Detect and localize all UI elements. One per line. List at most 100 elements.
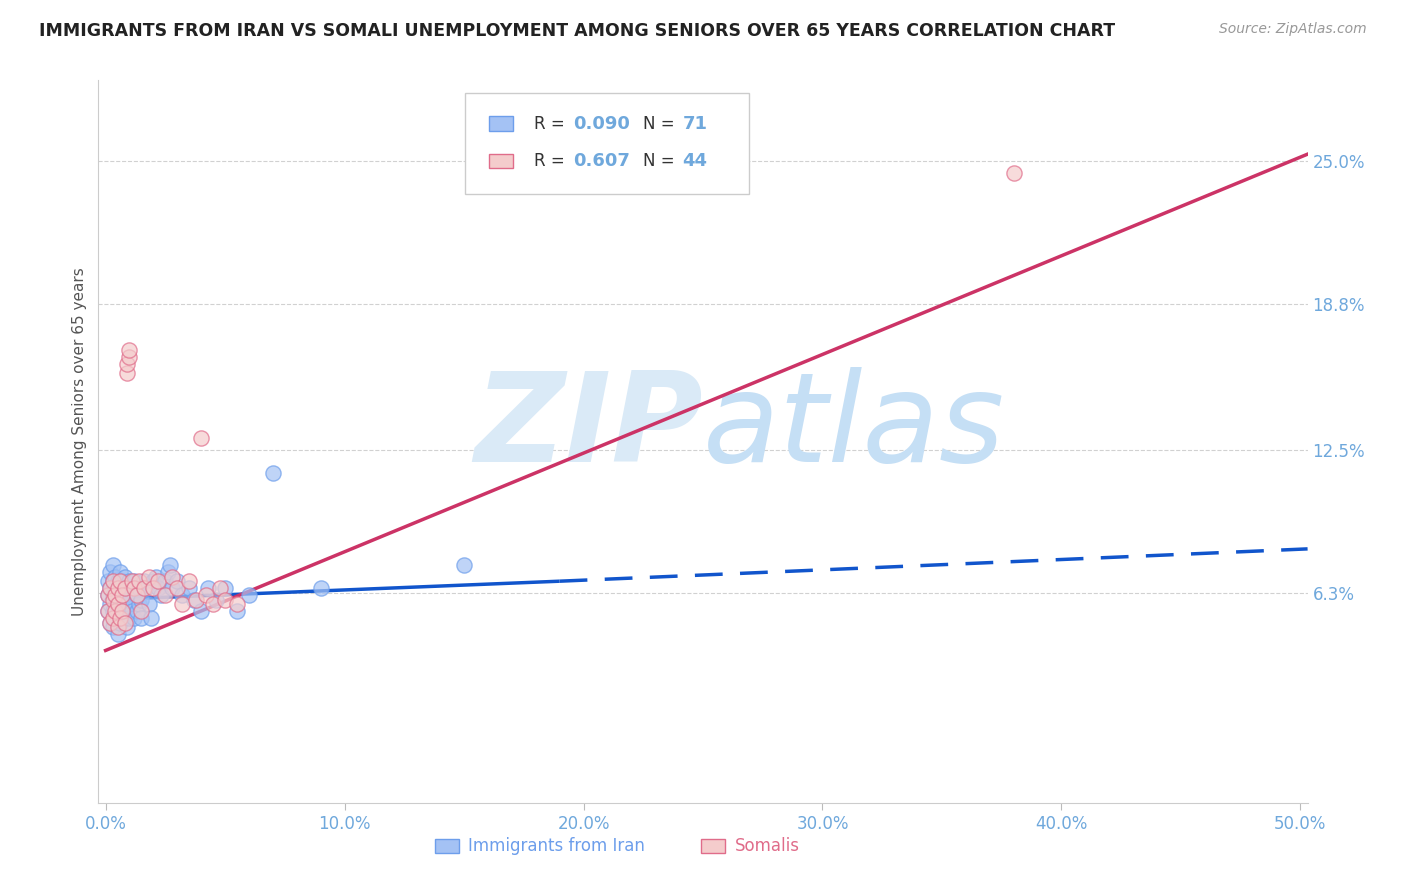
Point xyxy=(111,588,134,602)
Point xyxy=(132,581,155,595)
Point xyxy=(111,574,134,589)
Point xyxy=(104,588,127,602)
Point xyxy=(97,604,120,618)
Point xyxy=(115,367,138,381)
Point xyxy=(122,574,145,589)
Point xyxy=(111,611,134,625)
Point xyxy=(194,588,217,602)
Point xyxy=(118,574,141,589)
Point xyxy=(107,620,129,634)
Point xyxy=(115,581,138,595)
Text: IMMIGRANTS FROM IRAN VS SOMALI UNEMPLOYMENT AMONG SENIORS OVER 65 YEARS CORRELAT: IMMIGRANTS FROM IRAN VS SOMALI UNEMPLOYM… xyxy=(39,22,1115,40)
Point xyxy=(107,581,129,595)
Point xyxy=(146,574,169,589)
Point xyxy=(122,581,145,595)
Point xyxy=(186,592,208,607)
Point xyxy=(125,604,148,618)
Point xyxy=(115,620,138,634)
Point xyxy=(115,357,138,371)
Text: R =: R = xyxy=(534,153,569,170)
FancyBboxPatch shape xyxy=(700,838,724,854)
Point xyxy=(98,597,121,611)
FancyBboxPatch shape xyxy=(489,117,513,131)
Point xyxy=(118,343,141,358)
Text: Immigrants from Iran: Immigrants from Iran xyxy=(468,838,645,855)
Point xyxy=(125,588,148,602)
Point xyxy=(108,615,131,630)
Point xyxy=(139,611,162,625)
Point xyxy=(114,604,136,618)
Point xyxy=(101,574,124,589)
Y-axis label: Unemployment Among Seniors over 65 years: Unemployment Among Seniors over 65 years xyxy=(72,268,87,615)
Point xyxy=(135,581,157,595)
Text: N =: N = xyxy=(643,153,679,170)
Point xyxy=(98,581,121,595)
Point xyxy=(190,431,212,445)
Text: 71: 71 xyxy=(682,115,707,133)
Point xyxy=(107,588,129,602)
Point xyxy=(121,574,143,589)
Point xyxy=(118,592,141,607)
Point xyxy=(107,604,129,618)
Text: ZIP: ZIP xyxy=(474,367,703,488)
Point xyxy=(138,597,160,611)
Point xyxy=(197,581,219,595)
Point xyxy=(128,581,150,595)
Point xyxy=(145,569,167,583)
Point xyxy=(97,604,120,618)
Point xyxy=(1002,166,1025,180)
Point xyxy=(131,611,153,625)
Point xyxy=(108,565,131,579)
Point xyxy=(166,574,188,589)
Text: N =: N = xyxy=(643,115,679,133)
Point xyxy=(209,581,232,595)
Point xyxy=(98,581,121,595)
Text: 0.090: 0.090 xyxy=(574,115,630,133)
Point xyxy=(115,597,138,611)
Point xyxy=(107,574,129,589)
Point xyxy=(121,581,143,595)
Point xyxy=(155,588,177,602)
Point xyxy=(98,565,121,579)
Point xyxy=(104,581,127,595)
Point xyxy=(170,588,193,602)
Point xyxy=(98,615,121,630)
Point xyxy=(114,615,136,630)
Point xyxy=(128,574,150,589)
Point xyxy=(131,604,153,618)
Point xyxy=(107,597,129,611)
Point xyxy=(101,588,124,602)
Point xyxy=(107,627,129,641)
Point xyxy=(179,581,201,595)
Text: Source: ZipAtlas.com: Source: ZipAtlas.com xyxy=(1219,22,1367,37)
Point xyxy=(114,588,136,602)
Point xyxy=(108,597,131,611)
Point xyxy=(179,574,201,589)
Point xyxy=(125,588,148,602)
Point xyxy=(108,574,131,589)
Point xyxy=(97,588,120,602)
Point xyxy=(111,604,134,618)
Point xyxy=(131,592,153,607)
Point xyxy=(166,581,188,595)
Point xyxy=(202,597,225,611)
Point xyxy=(162,569,184,583)
Point xyxy=(98,615,121,630)
Text: 44: 44 xyxy=(682,153,707,170)
Point xyxy=(97,574,120,589)
Point xyxy=(104,611,127,625)
Text: R =: R = xyxy=(534,115,569,133)
Point xyxy=(122,611,145,625)
Point xyxy=(149,588,172,602)
Point xyxy=(214,581,236,595)
Point xyxy=(108,581,131,595)
Point xyxy=(214,592,236,607)
Point xyxy=(155,574,177,589)
Point xyxy=(170,597,193,611)
Point xyxy=(104,569,127,583)
Point xyxy=(138,569,160,583)
Point xyxy=(226,604,249,618)
Text: Somalis: Somalis xyxy=(734,838,800,855)
Text: 0.607: 0.607 xyxy=(574,153,630,170)
Point xyxy=(101,611,124,625)
